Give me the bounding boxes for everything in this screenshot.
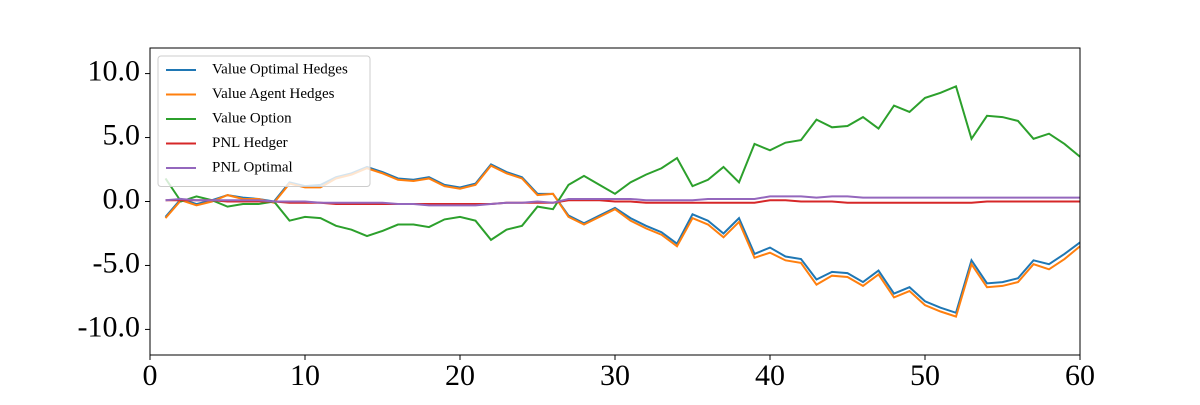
series-line: [165, 195, 1080, 207]
y-tick-label: -10.0: [78, 310, 141, 343]
x-tick-label: 10: [290, 359, 320, 392]
y-tick-label: -5.0: [93, 246, 141, 279]
y-tick-label: 0.0: [103, 182, 141, 215]
x-tick-label: 0: [143, 359, 158, 392]
legend-label: Value Option: [212, 110, 292, 126]
y-tick-label: 5.0: [103, 118, 141, 151]
x-tick-label: 60: [1065, 359, 1095, 392]
series-line: [164, 164, 1081, 318]
x-tick-label: 30: [600, 359, 630, 392]
legend-label: Value Optimal Hedges: [212, 61, 348, 77]
x-tick-label: 20: [445, 359, 475, 392]
plot-frame: [149, 47, 1081, 356]
legend-label: PNL Hedger: [212, 135, 288, 151]
x-tick-label: 40: [755, 359, 785, 392]
x-tick-label: 50: [910, 359, 940, 392]
y-tick-label: 10.0: [88, 54, 141, 87]
legend-label: Value Agent Hedges: [212, 86, 335, 102]
legend-box: [157, 55, 371, 187]
series-line: [164, 85, 1081, 242]
legend-label: PNL Optimal: [212, 159, 293, 175]
